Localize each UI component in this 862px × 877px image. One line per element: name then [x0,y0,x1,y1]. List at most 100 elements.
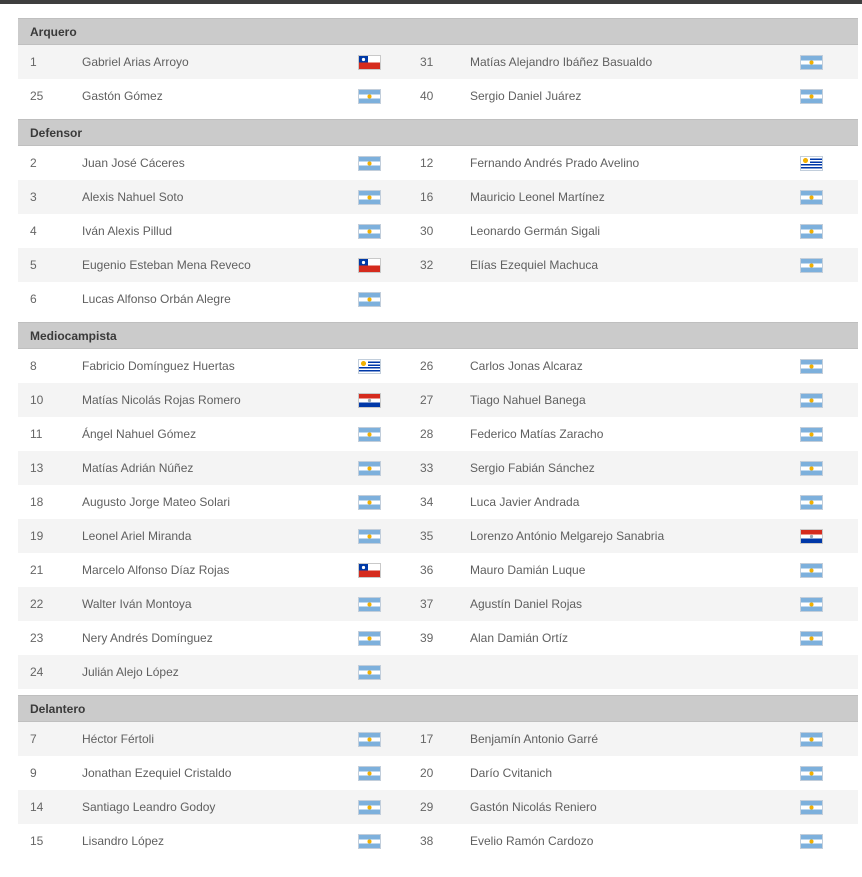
player-cell-right: 35 Lorenzo António Melgarejo Sanabria [410,519,858,553]
player-row: 25 Gastón Gómez 40 Sergio Daniel Juárez [18,79,858,113]
uruguay-flag-icon [358,358,381,374]
shirt-number: 2 [30,156,37,170]
player-name-link[interactable]: Gastón Gómez [82,89,163,103]
player-cell-right: 33 Sergio Fabián Sánchez [410,451,858,485]
player-cell-left: 3 Alexis Nahuel Soto [18,180,410,214]
player-name-link[interactable]: Leonardo Germán Sigali [470,224,601,238]
argentina-flag-icon [358,731,381,747]
player-cell-right: 12 Fernando Andrés Prado Avelino [410,146,858,180]
argentina-flag-icon [358,494,381,510]
section-header-mediocampista: Mediocampista [18,322,858,349]
player-name-link[interactable]: Nery Andrés Domínguez [82,631,213,645]
player-cell-left: 10 Matías Nicolás Rojas Romero [18,383,410,417]
player-name-link[interactable]: Sergio Fabián Sánchez [470,461,595,475]
player-name-link[interactable]: Federico Matías Zaracho [470,427,604,441]
player-row: 15 Lisandro López 38 Evelio Ramón Cardoz… [18,824,858,858]
player-name-link[interactable]: Héctor Fértoli [82,732,155,746]
argentina-flag-icon [358,528,381,544]
argentina-flag-icon [800,731,823,747]
shirt-number: 5 [30,258,37,272]
player-name-link[interactable]: Luca Javier Andrada [470,495,580,509]
player-name-link[interactable]: Juan José Cáceres [82,156,185,170]
player-row: 23 Nery Andrés Domínguez 39 Alan Damián … [18,621,858,655]
player-name-link[interactable]: Evelio Ramón Cardozo [470,834,594,848]
shirt-number: 35 [420,529,434,543]
player-name-link[interactable]: Ángel Nahuel Gómez [82,427,197,441]
player-row: 1 Gabriel Arias Arroyo 31 Matías Alejand… [18,45,858,79]
player-row: 4 Iván Alexis Pillud 30 Leonardo Germán … [18,214,858,248]
player-cell-left: 2 Juan José Cáceres [18,146,410,180]
player-name-link[interactable]: Elías Ezequiel Machuca [470,258,599,272]
player-row: 13 Matías Adrián Núñez 33 Sergio Fabián … [18,451,858,485]
player-name-link[interactable]: Alan Damián Ortíz [470,631,569,645]
argentina-flag-icon [800,257,823,273]
player-cell-right: 34 Luca Javier Andrada [410,485,858,519]
player-name-link[interactable]: Mauro Damián Luque [470,563,586,577]
player-cell-right: 30 Leonardo Germán Sigali [410,214,858,248]
player-name-link[interactable]: Gabriel Arias Arroyo [82,55,189,69]
player-cell-right: 26 Carlos Jonas Alcaraz [410,349,858,383]
player-name-link[interactable]: Matías Alejandro Ibáñez Basualdo [470,55,653,69]
shirt-number: 16 [420,190,434,204]
argentina-flag-icon [800,494,823,510]
shirt-number: 15 [30,834,44,848]
player-name-link[interactable]: Augusto Jorge Mateo Solari [82,495,231,509]
player-name-link[interactable]: Fabricio Domínguez Huertas [82,359,235,373]
player-name-link[interactable]: Leonel Ariel Miranda [82,529,192,543]
player-cell-left: 7 Héctor Fértoli [18,722,410,756]
shirt-number: 20 [420,766,434,780]
player-name-link[interactable]: Matías Nicolás Rojas Romero [82,393,241,407]
uruguay-flag-icon [800,155,823,171]
player-name-link[interactable]: Lucas Alfonso Orbán Alegre [82,292,231,306]
argentina-flag-icon [800,799,823,815]
shirt-number: 8 [30,359,37,373]
player-name-link[interactable]: Marcelo Alfonso Díaz Rojas [82,563,230,577]
argentina-flag-icon [800,88,823,104]
player-name-link[interactable]: Benjamín Antonio Garré [470,732,599,746]
player-name-link[interactable]: Gastón Nicolás Reniero [470,800,597,814]
player-cell-left: 23 Nery Andrés Domínguez [18,621,410,655]
player-name-link[interactable]: Agustín Daniel Rojas [470,597,583,611]
player-cell-right: 17 Benjamín Antonio Garré [410,722,858,756]
argentina-flag-icon [358,291,381,307]
player-name-link[interactable]: Mauricio Leonel Martínez [470,190,605,204]
player-name-link[interactable]: Darío Cvitanich [470,766,553,780]
player-name-link[interactable]: Eugenio Esteban Mena Reveco [82,258,251,272]
player-name-link[interactable]: Carlos Jonas Alcaraz [470,359,583,373]
argentina-flag-icon [358,189,381,205]
shirt-number: 22 [30,597,44,611]
player-cell-right: 40 Sergio Daniel Juárez [410,79,858,113]
shirt-number: 36 [420,563,434,577]
player-name-link[interactable]: Jonathan Ezequiel Cristaldo [82,766,232,780]
section-title: Delantero [30,702,86,716]
player-cell-left: 14 Santiago Leandro Godoy [18,790,410,824]
shirt-number: 3 [30,190,37,204]
player-name-link[interactable]: Walter Iván Montoya [82,597,192,611]
player-name-link[interactable]: Fernando Andrés Prado Avelino [470,156,640,170]
player-name-link[interactable]: Matías Adrián Núñez [82,461,194,475]
player-row: 8 Fabricio Domínguez Huertas 26 Carlos J… [18,349,858,383]
shirt-number: 28 [420,427,434,441]
shirt-number: 1 [30,55,37,69]
player-name-link[interactable]: Santiago Leandro Godoy [82,800,216,814]
player-name-link[interactable]: Lorenzo António Melgarejo Sanabria [470,529,665,543]
player-name-link[interactable]: Alexis Nahuel Soto [82,190,184,204]
player-row: 2 Juan José Cáceres 12 Fernando Andrés P… [18,146,858,180]
player-name-link[interactable]: Lisandro López [82,834,165,848]
player-name-link[interactable]: Tiago Nahuel Banega [470,393,586,407]
player-cell-left: 15 Lisandro López [18,824,410,858]
argentina-flag-icon [358,765,381,781]
argentina-flag-icon [358,88,381,104]
player-cell-right: 16 Mauricio Leonel Martínez [410,180,858,214]
player-name-link[interactable]: Julián Alejo López [82,665,179,679]
chile-flag-icon [358,257,381,273]
chile-flag-icon [358,562,381,578]
player-cell-right: 28 Federico Matías Zaracho [410,417,858,451]
shirt-number: 7 [30,732,37,746]
player-name-link[interactable]: Iván Alexis Pillud [82,224,173,238]
shirt-number: 19 [30,529,44,543]
section-title: Arquero [30,25,77,39]
argentina-flag-icon [800,765,823,781]
shirt-number: 24 [30,665,44,679]
player-name-link[interactable]: Sergio Daniel Juárez [470,89,582,103]
